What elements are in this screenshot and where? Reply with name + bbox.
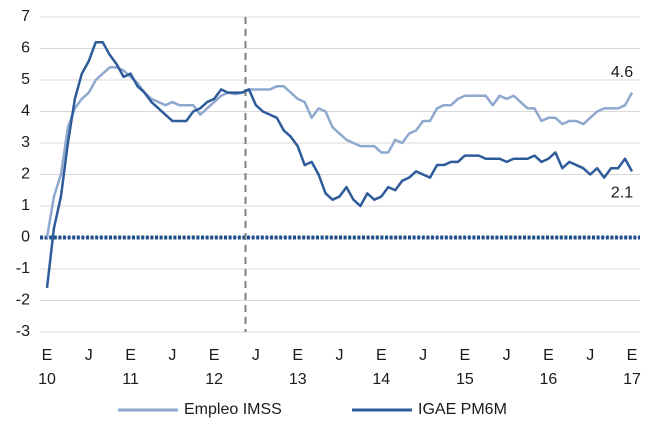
y-tick-label: 4 [21, 103, 30, 120]
x-group-label: 16 [540, 371, 558, 388]
x-tick-label: E [460, 347, 471, 364]
series-line [45, 40, 634, 289]
legend-label: Empleo IMSS [184, 401, 282, 418]
x-tick-label: E [209, 347, 220, 364]
x-tick-label: E [42, 347, 53, 364]
x-group-label: 15 [456, 371, 474, 388]
x-group-label: 17 [623, 371, 641, 388]
y-tick-label: -2 [16, 292, 30, 309]
x-group-label: 13 [289, 371, 307, 388]
series-line [45, 66, 634, 238]
x-tick-label: J [85, 347, 93, 364]
y-tick-label: -1 [16, 260, 30, 277]
x-tick-label: E [376, 347, 387, 364]
x-tick-label: J [252, 347, 260, 364]
y-tick-label: 5 [21, 71, 30, 88]
y-tick-label: 0 [21, 229, 30, 246]
x-tick-label: J [336, 347, 344, 364]
x-tick-label: J [419, 347, 427, 364]
x-tick-label: E [627, 347, 638, 364]
x-group-label: 12 [205, 371, 223, 388]
y-tick-label: 2 [21, 166, 30, 183]
x-tick-label: J [586, 347, 594, 364]
x-group-label: 14 [372, 371, 390, 388]
x-tick-label: J [503, 347, 511, 364]
x-tick-label: E [292, 347, 303, 364]
y-tick-label: 3 [21, 134, 30, 151]
legend-label: IGAE PM6M [418, 401, 507, 418]
x-tick-label: J [168, 347, 176, 364]
data-label: 2.1 [611, 185, 633, 202]
x-tick-label: E [543, 347, 554, 364]
y-tick-label: 7 [21, 8, 30, 25]
y-tick-label: 1 [21, 197, 30, 214]
y-tick-label: -3 [16, 323, 30, 340]
x-tick-label: E [125, 347, 136, 364]
y-tick-label: 6 [21, 40, 30, 57]
x-group-label: 11 [122, 371, 139, 388]
x-group-label: 10 [38, 371, 56, 388]
data-label: 4.6 [611, 64, 633, 81]
